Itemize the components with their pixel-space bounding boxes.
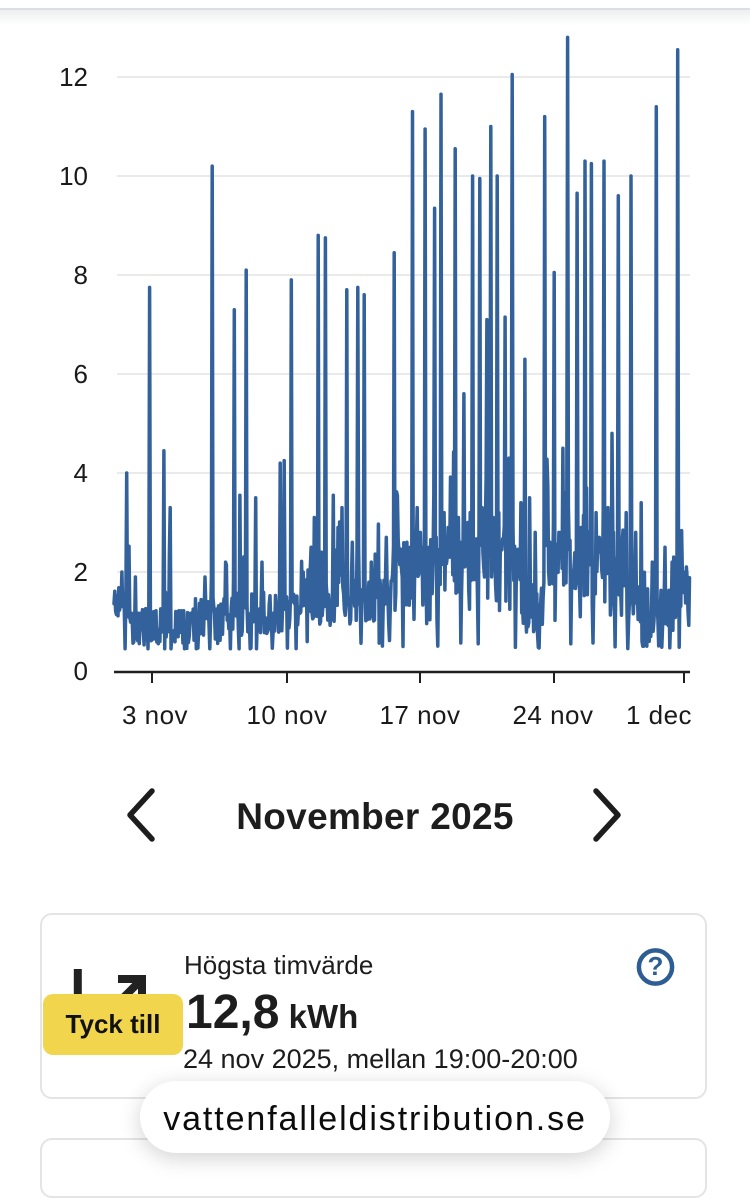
svg-text:2: 2 [74, 557, 88, 587]
svg-text:0: 0 [74, 656, 88, 686]
svg-text:10: 10 [59, 161, 88, 191]
svg-text:4: 4 [74, 458, 88, 488]
svg-text:12: 12 [59, 62, 88, 92]
svg-text:10 nov: 10 nov [246, 700, 327, 730]
svg-text:17 nov: 17 nov [379, 700, 460, 730]
svg-text:24 nov: 24 nov [512, 700, 593, 730]
svg-text:8: 8 [74, 260, 88, 290]
svg-text:1 dec: 1 dec [626, 700, 692, 730]
svg-text:?: ? [648, 951, 664, 981]
svg-text:3 nov: 3 nov [122, 700, 188, 730]
svg-text:6: 6 [74, 359, 88, 389]
